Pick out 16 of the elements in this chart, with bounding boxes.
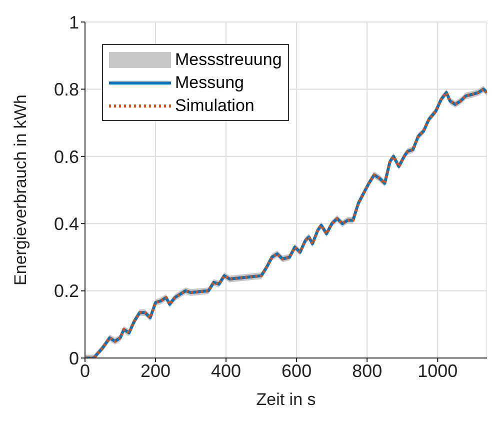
y-tick-label: 0.2 (54, 281, 79, 302)
x-tick-label: 800 (352, 360, 382, 381)
x-tick-label: 1000 (418, 360, 458, 381)
y-tick-label: 0.6 (54, 146, 79, 167)
x-tick-label: 600 (282, 360, 312, 381)
x-tick-label: 200 (140, 360, 171, 381)
y-tick-label: 0.8 (54, 80, 79, 100)
x-axis-title: Zeit in s (256, 390, 316, 409)
legend-label: Simulation (175, 96, 254, 116)
y-axis-title: Energieverbrauch in kWh (11, 94, 30, 286)
y-tick-label: 1 (68, 12, 79, 32)
annotation: Messstreuung (175, 50, 282, 70)
y-tick-label: 0 (68, 348, 79, 368)
y-tick-label: 0.4 (54, 214, 79, 234)
legend-label: Messung (175, 72, 244, 92)
x-tick-label: 400 (211, 360, 242, 381)
